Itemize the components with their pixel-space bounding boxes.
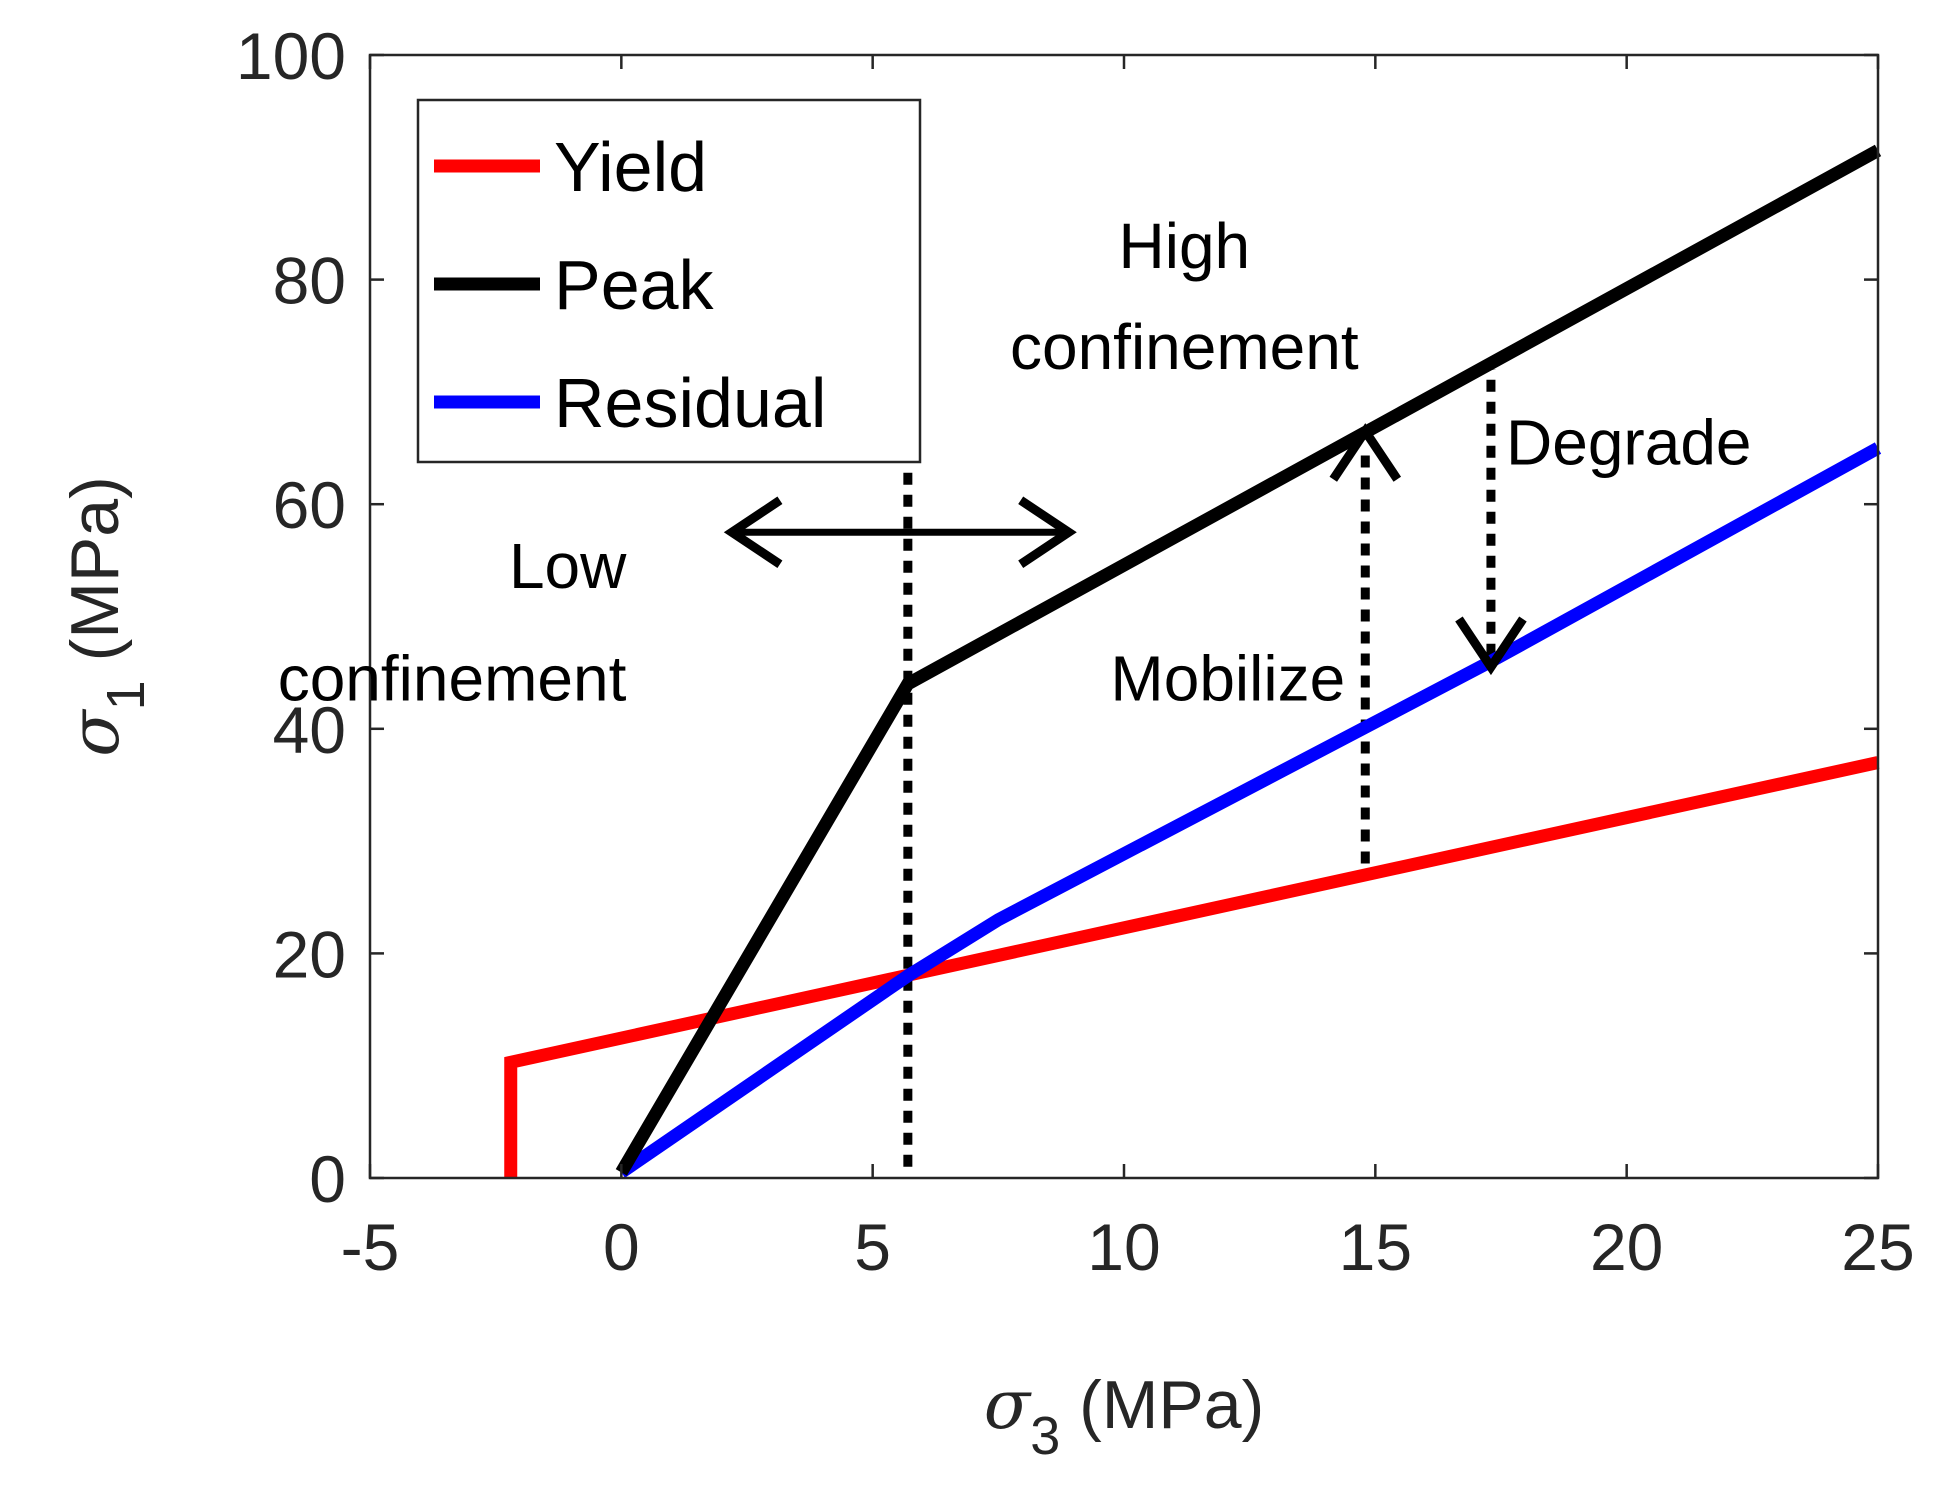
y-axis-label: σ1 (MPa) xyxy=(56,476,156,756)
legend-label-peak: Peak xyxy=(554,246,715,324)
x-tick-label: 25 xyxy=(1841,1210,1914,1284)
x-tick-label: 20 xyxy=(1590,1210,1663,1284)
annotation-high-line-2: confinement xyxy=(1010,311,1359,383)
annotation-mobilize-line-1: Mobilize xyxy=(1110,642,1345,714)
y-tick-label: 60 xyxy=(273,468,346,542)
lines-layer xyxy=(504,144,1882,1178)
y-axis-symbol: σ xyxy=(56,709,135,757)
y-tick-label: 0 xyxy=(309,1142,346,1216)
x-axis-symbol: σ xyxy=(984,1366,1032,1445)
y-tick-label: 100 xyxy=(236,19,346,93)
x-axis-label: σ3 (MPa) xyxy=(984,1366,1264,1466)
x-tick-label: 5 xyxy=(854,1210,891,1284)
series-line-peak xyxy=(615,144,1882,1176)
arrow-head-2 xyxy=(1329,423,1402,482)
y-tick-label: 80 xyxy=(273,244,346,318)
series-line-residual xyxy=(617,442,1882,1178)
annotation-low-line-1: Low xyxy=(509,530,627,602)
legend: Yield Peak Residual xyxy=(416,98,922,464)
x-tick-label: 10 xyxy=(1087,1210,1160,1284)
y-axis-subscript: 1 xyxy=(96,680,156,710)
annotation-degrade-line-1: Degrade xyxy=(1506,406,1752,478)
series-line-yield xyxy=(504,756,1880,1178)
x-axis-subscript: 3 xyxy=(1030,1406,1060,1466)
legend-label-residual: Residual xyxy=(554,364,826,442)
arrow-head-1-a xyxy=(723,496,783,569)
y-axis-unit: (MPa) xyxy=(57,476,133,680)
x-axis-unit: (MPa) xyxy=(1060,1367,1264,1443)
legend-label-yield: Yield xyxy=(554,128,707,206)
y-tick-label: 20 xyxy=(273,917,346,991)
annotation-high-line-1: High xyxy=(1119,210,1251,282)
y-tick-label: 40 xyxy=(273,693,346,767)
annotations-layer: High confinement Low confinement Mobilize Deg… xyxy=(278,210,1752,714)
arrow-head-1-b xyxy=(1018,496,1077,569)
x-tick-label: 15 xyxy=(1339,1210,1412,1284)
x-tick-label: 0 xyxy=(603,1210,640,1284)
annotation-low-line-2: confinement xyxy=(278,642,627,714)
x-tick-label: -5 xyxy=(341,1210,400,1284)
arrow-head-3 xyxy=(1455,616,1527,676)
